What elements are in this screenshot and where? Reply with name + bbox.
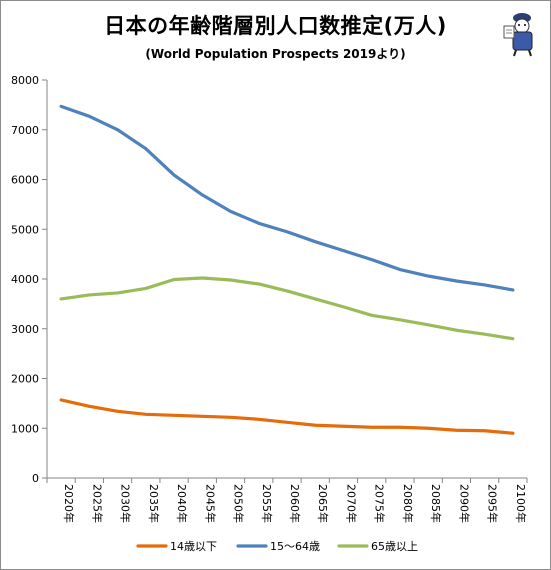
y-tick-label: 2000 xyxy=(11,373,39,386)
series-line xyxy=(59,276,515,341)
x-tick-label: 2060年 xyxy=(288,484,302,523)
x-tick-label: 2100年 xyxy=(514,484,528,523)
y-tick-label: 1000 xyxy=(11,422,39,435)
y-tick-label: 5000 xyxy=(11,223,39,236)
legend-label: 65歳以上 xyxy=(371,540,418,553)
legend: 14歳以下 15〜64歳 65歳以上 xyxy=(136,540,418,553)
y-tick-label: 4000 xyxy=(11,273,39,286)
y-tick-label: 0 xyxy=(32,472,39,485)
x-tick-label: 2055年 xyxy=(260,484,274,523)
x-tick-label: 2040年 xyxy=(175,484,189,523)
series-lines xyxy=(59,104,515,435)
x-tick-label: 2035年 xyxy=(147,484,161,523)
series-line xyxy=(59,104,515,292)
mascot-figure-icon xyxy=(503,13,533,57)
x-tick-label: 2090年 xyxy=(457,484,471,523)
y-tick-label: 8000 xyxy=(11,74,39,87)
x-tick-label: 2070年 xyxy=(344,484,358,523)
x-tick-label: 2085年 xyxy=(429,484,443,523)
y-tick-label: 3000 xyxy=(11,323,39,336)
x-tick-label: 2045年 xyxy=(203,484,217,523)
x-tick-label: 2095年 xyxy=(486,484,500,523)
axes: 0 1000 2000 3000 4000 5000 6000 7000 8000 2020年 20… xyxy=(11,74,528,523)
y-tick-label: 7000 xyxy=(11,124,39,137)
chart-title: 日本の年齢階層別人口数推定(万人) xyxy=(104,14,447,38)
x-tick-label: 2075年 xyxy=(373,484,387,523)
x-tick-label: 2030年 xyxy=(119,484,133,523)
x-tick-label: 2065年 xyxy=(316,484,330,523)
y-tick-label: 6000 xyxy=(11,174,39,187)
x-tick-label: 2025年 xyxy=(90,484,104,523)
x-tick-label: 2020年 xyxy=(62,484,76,523)
chart-subtitle: (World Population Prospects 2019より) xyxy=(145,47,406,61)
legend-label: 14歳以下 xyxy=(170,540,217,553)
x-tick-label: 2080年 xyxy=(401,484,415,523)
series-line xyxy=(59,398,515,435)
x-tick-label: 2050年 xyxy=(232,484,246,523)
legend-label: 15〜64歳 xyxy=(270,540,320,553)
